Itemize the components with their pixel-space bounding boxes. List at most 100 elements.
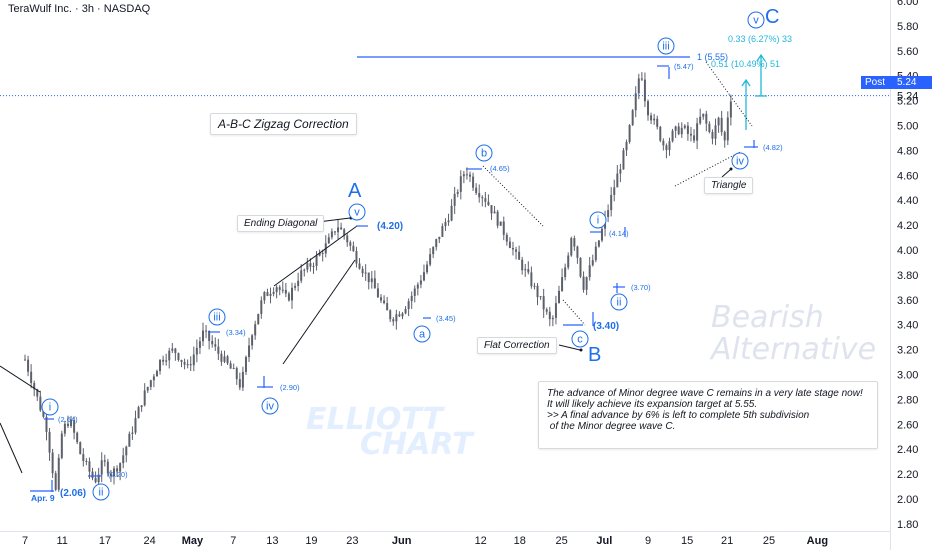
candle-body bbox=[524, 269, 527, 271]
wave-v-1-price-label: (4.20) bbox=[377, 221, 403, 232]
candle-body bbox=[441, 226, 444, 237]
wave-ii-minuette-label: ii bbox=[99, 487, 104, 499]
candle-body bbox=[220, 353, 223, 362]
candle-body bbox=[647, 101, 650, 116]
candle-body bbox=[109, 473, 112, 477]
candle-body bbox=[119, 463, 122, 472]
candle-body bbox=[48, 431, 51, 453]
candle-body bbox=[422, 272, 425, 281]
time-tick-label: 18 bbox=[514, 535, 526, 547]
wave-ii-2-price-label: (3.70) bbox=[631, 283, 651, 292]
note-line: >> A final advance by 6% is left to comp… bbox=[547, 410, 810, 421]
candle-body bbox=[389, 310, 392, 320]
candle-body bbox=[588, 265, 591, 278]
candle-body bbox=[699, 116, 702, 124]
candle-body bbox=[515, 249, 518, 252]
candle-body bbox=[622, 150, 625, 170]
candle-body bbox=[530, 272, 533, 287]
time-tick-label: 13 bbox=[266, 535, 278, 547]
triangle-lower-line bbox=[674, 151, 741, 187]
candle-body bbox=[278, 287, 281, 290]
candle-body bbox=[223, 356, 226, 362]
candle-body bbox=[511, 247, 514, 250]
candle-body bbox=[272, 291, 275, 294]
time-tick-label: 11 bbox=[56, 535, 67, 547]
candle-body bbox=[94, 477, 97, 483]
candle-body bbox=[484, 198, 487, 202]
post-price-tag[interactable]: Post 5.24 bbox=[861, 76, 932, 89]
candle-body bbox=[238, 379, 241, 388]
price-tick-label: 4.20 bbox=[897, 220, 918, 232]
candle-body bbox=[297, 280, 300, 286]
wave-iv-1-price-label: (2.90) bbox=[280, 383, 300, 392]
candle-body bbox=[444, 222, 447, 227]
candle-body bbox=[254, 324, 257, 336]
date-label: Apr. 9 bbox=[31, 493, 55, 503]
candle-body bbox=[106, 461, 109, 474]
candle-body bbox=[659, 126, 662, 141]
candle-body bbox=[45, 416, 48, 432]
time-tick-label: 15 bbox=[681, 535, 693, 547]
candle-body bbox=[702, 113, 705, 117]
price-tick-label: 2.40 bbox=[897, 444, 918, 456]
wave-iii-second-circle bbox=[657, 37, 675, 55]
fib-target-label: 1 (5.55) bbox=[697, 52, 728, 62]
candle-body bbox=[131, 432, 134, 434]
candle-body bbox=[195, 347, 198, 355]
candle-body bbox=[91, 471, 94, 478]
candle-body bbox=[137, 407, 140, 419]
candle-body bbox=[401, 313, 404, 317]
candle-body bbox=[30, 371, 33, 384]
candle-body bbox=[321, 252, 324, 254]
candle-body bbox=[198, 341, 201, 348]
candle-body bbox=[364, 272, 367, 274]
candle-body bbox=[619, 169, 622, 174]
candle-body bbox=[146, 387, 149, 391]
price-axis-bg bbox=[890, 0, 932, 550]
candle-body bbox=[508, 241, 511, 248]
price-tick-label: 3.80 bbox=[897, 270, 918, 282]
wave-a-price-label: (3.45) bbox=[436, 314, 456, 323]
candle-body bbox=[554, 303, 557, 318]
candle-body bbox=[653, 118, 656, 121]
candle-body bbox=[294, 285, 297, 288]
candle-body bbox=[103, 460, 106, 462]
candle-body bbox=[383, 300, 386, 304]
candle-body bbox=[696, 123, 699, 141]
time-tick-label: 23 bbox=[346, 535, 358, 547]
chart-logo-watermark: CHART bbox=[360, 427, 473, 462]
candle-body bbox=[85, 461, 88, 463]
price-tick-label: 3.00 bbox=[897, 370, 918, 382]
candle-body bbox=[128, 433, 131, 447]
candle-body bbox=[392, 319, 395, 322]
time-axis[interactable]: 7 11 17 24 May 7 13 19 23 Jun 12 18 25 Jul 9 15 21 25 Aug bbox=[0, 531, 890, 550]
wave-c-major-label: C bbox=[765, 6, 779, 28]
triangle-label: Triangle bbox=[704, 177, 754, 194]
current-price-axis-label: 5.24 bbox=[897, 91, 918, 103]
wave-iii-minuette-label: iii bbox=[213, 312, 220, 324]
candle-body bbox=[674, 126, 677, 131]
candle-body bbox=[613, 187, 616, 195]
candle-body bbox=[54, 473, 57, 490]
wave-iii-minuette-circle bbox=[208, 308, 226, 326]
wave-c-minuette-label: c bbox=[577, 334, 583, 346]
candle-body bbox=[171, 348, 174, 351]
candle-body bbox=[39, 396, 42, 411]
candle-body bbox=[327, 237, 330, 244]
candle-body bbox=[340, 227, 343, 230]
candle-body bbox=[671, 130, 674, 142]
wave-b-price-label: (4.65) bbox=[490, 164, 510, 173]
drawing-overlays: 1 (5.55)0.33 (6.27%) 33 0.51 (10.49%) 51 (… bbox=[0, 6, 890, 503]
wave-iv-minuette-circle bbox=[261, 397, 279, 415]
candle-body bbox=[432, 247, 435, 255]
candle-body bbox=[478, 192, 481, 198]
price-tick-label: 5.00 bbox=[897, 121, 918, 133]
candle-body bbox=[527, 269, 530, 273]
candle-body bbox=[395, 314, 398, 322]
candle-body bbox=[97, 474, 100, 483]
candle-body bbox=[505, 234, 508, 242]
candle-body bbox=[616, 173, 619, 188]
price-axis[interactable]: 6.005.805.605.405.205.004.804.604.404.20… bbox=[890, 0, 932, 550]
flat-correction-pointer-dot bbox=[579, 348, 583, 352]
